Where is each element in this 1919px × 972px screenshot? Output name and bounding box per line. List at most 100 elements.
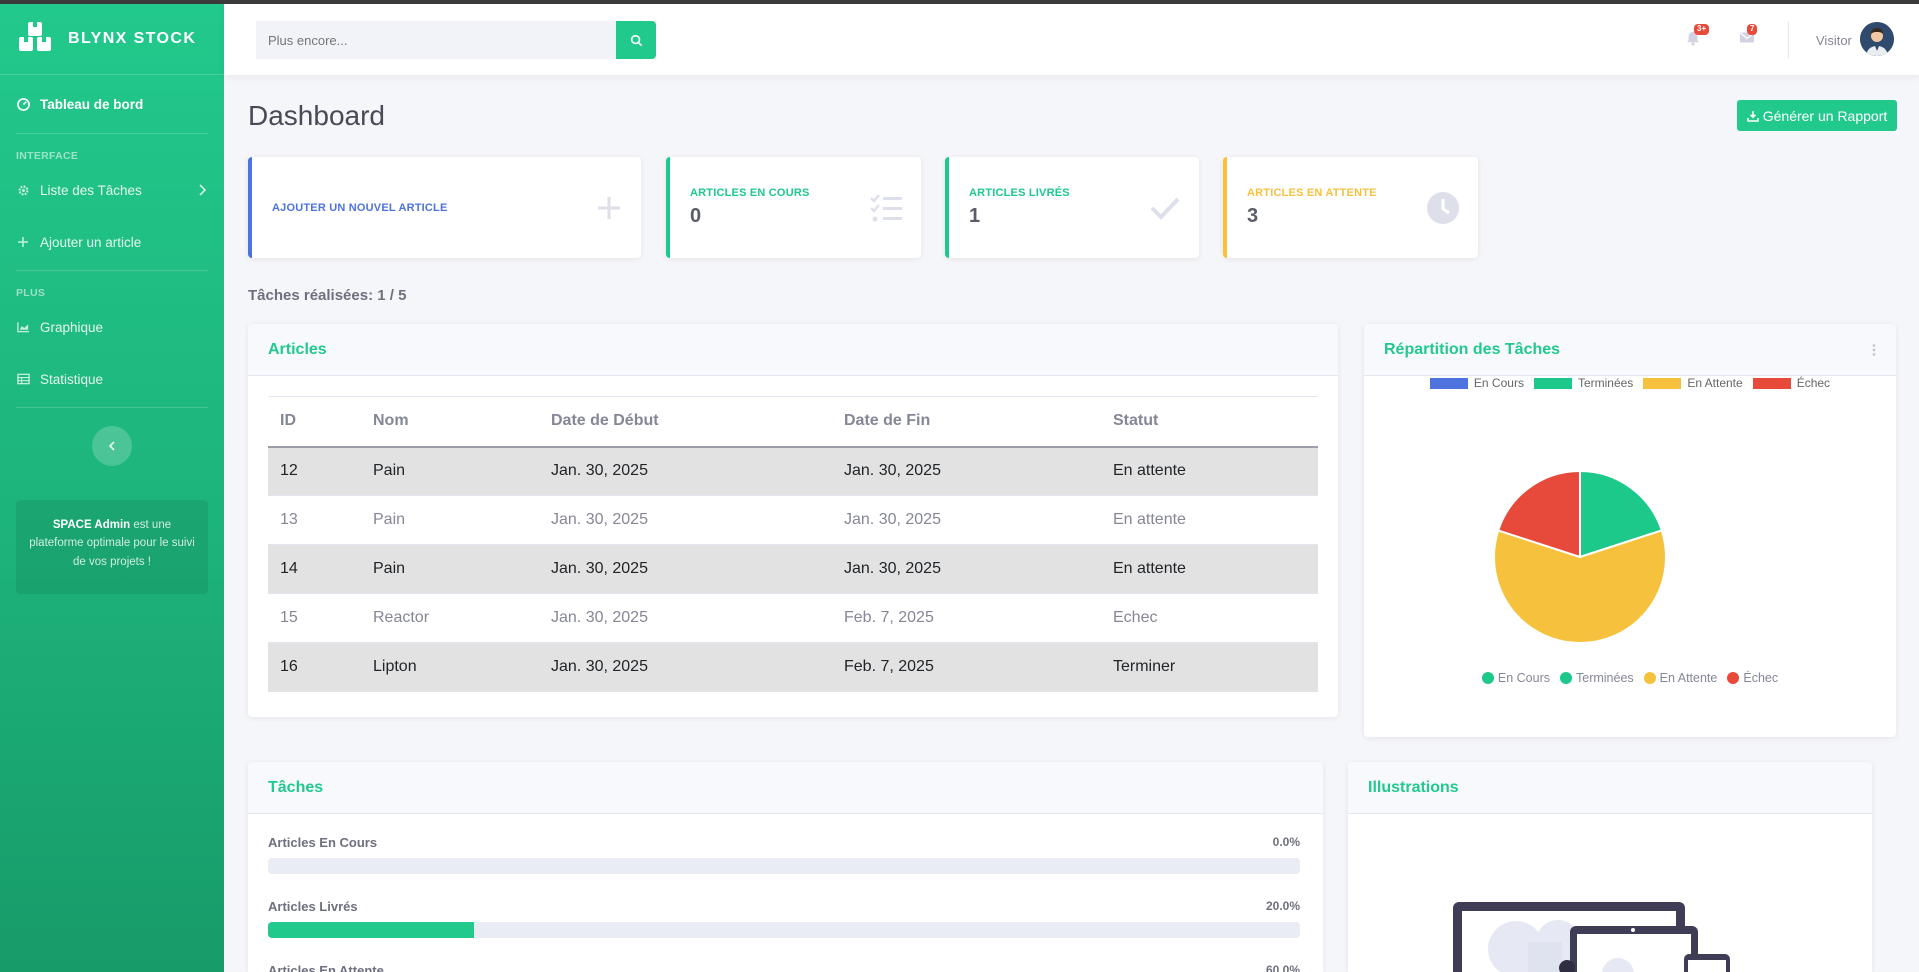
articles-pending-card: ARTICLES EN ATTENTE 3 <box>1223 157 1478 258</box>
search-form <box>256 21 656 59</box>
table-row[interactable]: 15 Reactor Jan. 30, 2025 Feb. 7, 2025 Ec… <box>268 593 1318 643</box>
avatar[interactable] <box>1860 22 1894 56</box>
sidebar-item-dashboard[interactable]: Tableau de bord <box>0 75 224 133</box>
legend-swatch <box>1429 377 1468 389</box>
legend-dot <box>1560 672 1572 684</box>
table-cell: Pain <box>361 544 539 594</box>
table-cell: 16 <box>268 642 361 692</box>
more-vertical-icon[interactable] <box>1872 343 1876 357</box>
promo-text: est une plateforme optimale pour le suiv… <box>29 519 195 568</box>
legend-dot <box>1643 672 1656 684</box>
pie-slice-échec[interactable] <box>1496 469 1581 559</box>
legend-swatch <box>1643 377 1682 389</box>
sidebar-heading-interface: INTERFACE <box>16 150 79 162</box>
user-avatar-icon <box>1860 22 1894 56</box>
search-input[interactable] <box>256 21 616 59</box>
alerts-button[interactable]: 3+ <box>1686 24 1710 47</box>
table-cell: Feb. 7, 2025 <box>832 593 1101 643</box>
devices-illustration <box>1453 902 1730 972</box>
stat-value: 3 <box>1247 205 1259 227</box>
legend-item: En Cours <box>1481 671 1550 685</box>
add-article-card[interactable]: AJOUTER UN NOUVEL ARTICLE <box>248 157 641 258</box>
progress-label: Articles Livrés <box>268 899 358 914</box>
table-row[interactable]: 12 Pain Jan. 30, 2025 Jan. 30, 2025 En a… <box>268 446 1318 496</box>
pie-slice-terminées[interactable] <box>1579 469 1664 559</box>
stat-value: 1 <box>969 205 981 227</box>
sidebar-heading-plus: PLUS <box>16 287 46 299</box>
legend-item[interactable]: Échec <box>1752 376 1831 390</box>
sidebar-item-label: Graphique <box>40 319 104 335</box>
search-button[interactable] <box>616 21 656 59</box>
card-title: Articles <box>268 340 327 358</box>
clock-icon <box>1427 191 1459 224</box>
legend-label: Échec <box>1796 376 1831 390</box>
sidebar-divider <box>16 133 208 134</box>
legend-label: En Cours <box>1473 376 1524 390</box>
pie-slice-en-attente[interactable] <box>1493 529 1667 644</box>
table-cell: 13 <box>268 495 361 545</box>
illustrations-card: Illustrations <box>1348 762 1872 972</box>
gear-icon <box>16 183 30 197</box>
legend-label: Terminées <box>1576 671 1634 685</box>
boxes-logo-icon <box>19 22 51 51</box>
messages-badge: 7 <box>1747 24 1758 35</box>
topbar: 3+ 7 Visitor <box>224 4 1919 75</box>
progress-row: Articles En Cours 0.0% <box>268 835 1300 874</box>
sidebar-item-label: Ajouter un article <box>40 234 142 250</box>
table-cell: Jan. 30, 2025 <box>539 593 832 643</box>
column-header: Nom <box>361 396 539 448</box>
legend-item[interactable]: En Attente <box>1643 376 1743 390</box>
progress-label: Articles En Cours <box>268 835 378 850</box>
progress-percent: 0.0% <box>1272 835 1300 849</box>
table-row[interactable]: 14 Pain Jan. 30, 2025 Jan. 30, 2025 En a… <box>268 544 1318 594</box>
messages-button[interactable]: 7 <box>1739 24 1758 47</box>
legend-swatch <box>1752 377 1791 389</box>
legend-item[interactable]: En Cours <box>1429 376 1524 390</box>
card-header: Articles <box>248 324 1338 376</box>
table-icon <box>16 372 30 386</box>
column-header: Date de Début <box>539 396 832 448</box>
sidebar-item-chart[interactable]: Graphique <box>0 303 224 351</box>
pie-chart <box>1493 469 1667 644</box>
legend-item[interactable]: Terminées <box>1533 376 1633 390</box>
progress-percent: 60.0% <box>1265 963 1300 972</box>
sidebar: BLYNX STOCK Tableau de bord INTERFACE Li… <box>0 4 224 972</box>
sidebar-item-label: Liste des Tâches <box>40 182 142 198</box>
tasks-checklist-icon <box>870 193 902 221</box>
progress-fill <box>268 922 475 938</box>
sidebar-item-stats[interactable]: Statistique <box>0 351 224 407</box>
tachometer-icon <box>16 97 30 111</box>
table-cell: Jan. 30, 2025 <box>832 544 1101 594</box>
sidebar-item-add-article[interactable]: Ajouter un article <box>0 214 224 270</box>
table-row[interactable]: 13 Pain Jan. 30, 2025 Jan. 30, 2025 En a… <box>268 495 1318 545</box>
topbar-divider <box>1788 22 1789 58</box>
table-row[interactable]: 16 Lipton Jan. 30, 2025 Feb. 7, 2025 Ter… <box>268 642 1318 692</box>
chart-legend-bottom: En Cours Terminées En Attente Échec <box>1364 671 1896 685</box>
sidebar-toggle-button[interactable] <box>92 426 132 466</box>
table-cell: Jan. 30, 2025 <box>539 446 832 496</box>
table-cell: En attente <box>1101 544 1318 594</box>
card-title: Tâches <box>268 778 324 796</box>
promo-brand: SPACE Admin <box>52 519 131 531</box>
plus-icon <box>598 196 620 219</box>
progress-track <box>268 858 1300 874</box>
table-cell: 12 <box>268 446 361 496</box>
legend-dot <box>1481 672 1494 684</box>
column-header: ID <box>268 396 361 448</box>
sidebar-item-tasks-list[interactable]: Liste des Tâches <box>0 166 224 214</box>
generate-report-button[interactable]: Générer un Rapport <box>1737 100 1897 131</box>
stat-label: ARTICLES LIVRÉS <box>969 187 1070 199</box>
articles-in-progress-card: ARTICLES EN COURS 0 <box>666 157 921 258</box>
user-name[interactable]: Visitor <box>1816 33 1852 48</box>
brand[interactable]: BLYNX STOCK <box>0 4 224 75</box>
generate-report-label: Générer un Rapport <box>1762 107 1888 124</box>
chart-legend-top: En Cours Terminées En Attente Échec <box>1364 376 1896 390</box>
table-cell: Jan. 30, 2025 <box>832 495 1101 545</box>
stat-label: AJOUTER UN NOUVEL ARTICLE <box>272 201 448 214</box>
card-title: Illustrations <box>1368 778 1459 796</box>
stat-value: 0 <box>690 205 702 227</box>
table-cell: Jan. 30, 2025 <box>539 544 832 594</box>
progress-percent: 20.0% <box>1265 899 1300 913</box>
legend-label: En Attente <box>1659 671 1718 685</box>
legend-item: Échec <box>1727 671 1778 685</box>
